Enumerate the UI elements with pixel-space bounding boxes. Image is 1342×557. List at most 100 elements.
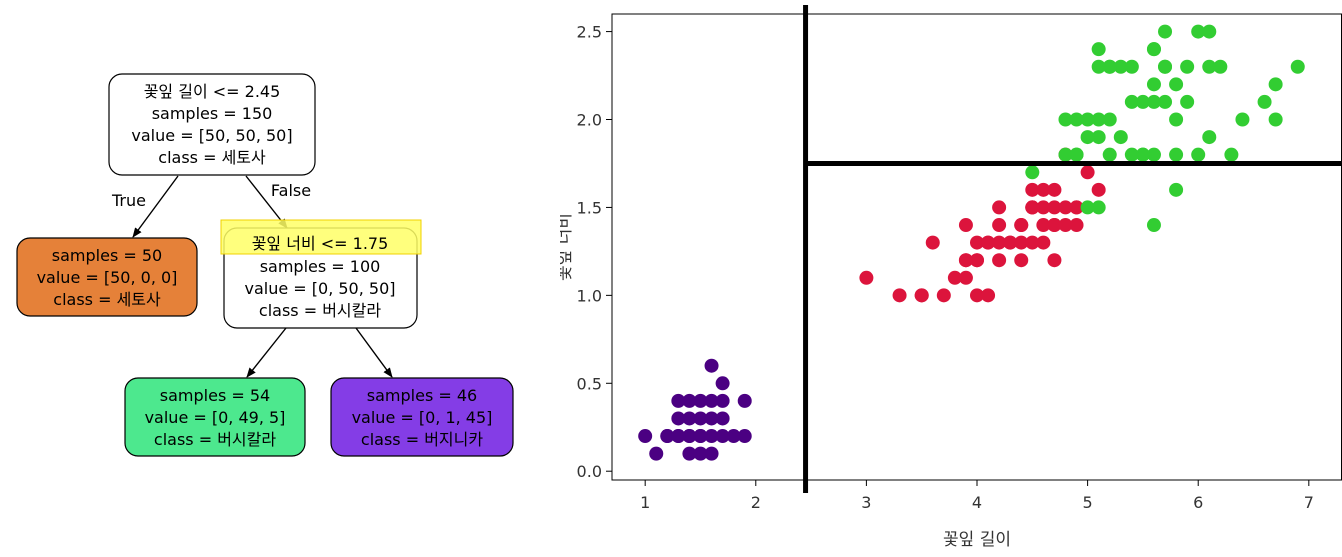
data-point-series-2 xyxy=(1091,130,1106,145)
decision-tree-diagram: True False 꽃잎 길이 <= 2.45 samples = 150 v… xyxy=(16,73,514,457)
node-line: class = 세토사 xyxy=(53,290,161,309)
data-point-series-0 xyxy=(715,429,730,444)
data-point-series-1 xyxy=(970,288,984,303)
node-line: value = [0, 1, 45] xyxy=(352,408,493,427)
y-axis-label: 꽃잎 너비 xyxy=(560,213,575,281)
node-line: samples = 54 xyxy=(160,386,270,405)
node-line: 꽃잎 너비 <= 1.75 xyxy=(252,234,389,253)
data-point-series-1 xyxy=(1036,235,1051,250)
node-line: class = 세토사 xyxy=(158,148,266,167)
data-points xyxy=(638,24,1305,461)
data-point-series-1 xyxy=(992,253,1007,268)
data-point-series-2 xyxy=(1169,77,1184,92)
y-tick-label: 0.0 xyxy=(577,462,602,481)
edge-split-to-virginica xyxy=(355,327,393,378)
data-point-series-1 xyxy=(1014,218,1029,233)
data-point-series-1 xyxy=(914,288,929,303)
data-point-series-0 xyxy=(704,411,719,426)
edge-root-to-split xyxy=(245,175,288,229)
data-point-series-2 xyxy=(1268,77,1283,92)
split-highlight xyxy=(220,219,422,255)
data-point-series-0 xyxy=(704,429,719,444)
data-point-series-2 xyxy=(1146,147,1161,162)
data-point-series-2 xyxy=(1102,112,1117,127)
data-point-series-2 xyxy=(1135,147,1150,162)
data-point-series-2 xyxy=(1113,59,1128,74)
data-point-series-2 xyxy=(1180,94,1195,109)
data-point-series-1 xyxy=(892,288,907,303)
data-point-series-1 xyxy=(958,218,973,233)
y-tick-label: 1.5 xyxy=(577,198,602,217)
data-point-series-2 xyxy=(1058,112,1073,127)
data-point-series-2 xyxy=(1169,147,1184,162)
data-point-series-0 xyxy=(682,446,697,461)
data-point-series-0 xyxy=(715,411,730,426)
data-point-series-2 xyxy=(1102,59,1117,74)
iris-petal-scatter-plot: 1 2 3 4 5 6 7 0.0 0.5 1.0 1.5 2.0 2.5 꽃잎 길이 꽃잎 너비 xyxy=(560,5,1342,550)
x-tick-label: 2 xyxy=(751,493,761,512)
data-point-series-2 xyxy=(1191,147,1206,162)
data-point-series-0 xyxy=(671,429,686,444)
data-point-series-2 xyxy=(1080,200,1095,215)
data-point-series-1 xyxy=(1047,182,1062,197)
node-line: class = 버시칼라 xyxy=(259,301,381,320)
data-point-series-1 xyxy=(992,235,1007,250)
data-point-series-2 xyxy=(1069,147,1084,162)
edge-split-to-versicolor xyxy=(246,327,287,378)
data-point-series-1 xyxy=(1069,218,1084,233)
data-point-series-1 xyxy=(1014,235,1029,250)
y-tick-label: 2.0 xyxy=(577,111,602,130)
data-point-series-2 xyxy=(1158,59,1173,74)
x-tick-label: 6 xyxy=(1193,493,1203,512)
data-point-series-1 xyxy=(992,200,1007,215)
data-point-series-1 xyxy=(970,253,984,268)
data-point-series-1 xyxy=(958,253,973,268)
data-point-series-0 xyxy=(737,393,752,408)
data-point-series-0 xyxy=(693,393,708,408)
data-point-series-1 xyxy=(981,288,996,303)
data-point-series-2 xyxy=(1146,42,1161,57)
data-point-series-2 xyxy=(1180,59,1195,74)
node-box xyxy=(108,73,316,176)
y-tick-label: 0.5 xyxy=(577,374,602,393)
x-tick-label: 7 xyxy=(1304,493,1314,512)
data-point-series-2 xyxy=(1146,94,1161,109)
data-point-series-1 xyxy=(1047,218,1062,233)
data-point-series-2 xyxy=(1213,59,1228,74)
data-point-series-2 xyxy=(1158,24,1173,39)
axis-ticks: 1 2 3 4 5 6 7 0.0 0.5 1.0 1.5 2.0 2.5 xyxy=(577,23,1314,512)
data-point-series-0 xyxy=(704,358,719,373)
node-line: samples = 100 xyxy=(260,257,381,276)
data-point-series-0 xyxy=(726,429,741,444)
x-axis-label: 꽃잎 길이 xyxy=(943,530,1011,550)
node-box xyxy=(124,377,306,457)
data-point-series-0 xyxy=(704,446,719,461)
node-line: class = 버시칼라 xyxy=(154,430,276,449)
data-point-series-1 xyxy=(859,270,874,285)
data-point-series-1 xyxy=(958,270,973,285)
data-point-series-2 xyxy=(1069,112,1084,127)
data-point-series-1 xyxy=(992,218,1007,233)
data-point-series-1 xyxy=(1014,253,1029,268)
data-point-series-1 xyxy=(1036,200,1051,215)
data-point-series-1 xyxy=(925,235,940,250)
data-point-series-1 xyxy=(1025,200,1040,215)
data-point-series-2 xyxy=(1268,112,1283,127)
x-tick-label: 3 xyxy=(861,493,871,512)
data-point-series-1 xyxy=(947,270,962,285)
node-line: value = [50, 50, 50] xyxy=(131,126,292,145)
data-point-series-2 xyxy=(1290,59,1305,74)
node-line: samples = 50 xyxy=(52,246,162,265)
data-point-series-1 xyxy=(1003,235,1018,250)
tree-node-leaf-virginica: samples = 46 value = [0, 1, 45] class = … xyxy=(330,377,514,457)
data-point-series-1 xyxy=(1091,182,1106,197)
node-line: 꽃잎 길이 <= 2.45 xyxy=(144,82,281,101)
data-point-series-0 xyxy=(693,411,708,426)
data-point-series-2 xyxy=(1202,59,1217,74)
data-point-series-1 xyxy=(1058,200,1073,215)
node-box xyxy=(330,377,514,457)
data-point-series-2 xyxy=(1124,94,1139,109)
data-point-series-2 xyxy=(1091,112,1106,127)
data-point-series-1 xyxy=(970,235,984,250)
data-point-series-0 xyxy=(693,446,708,461)
